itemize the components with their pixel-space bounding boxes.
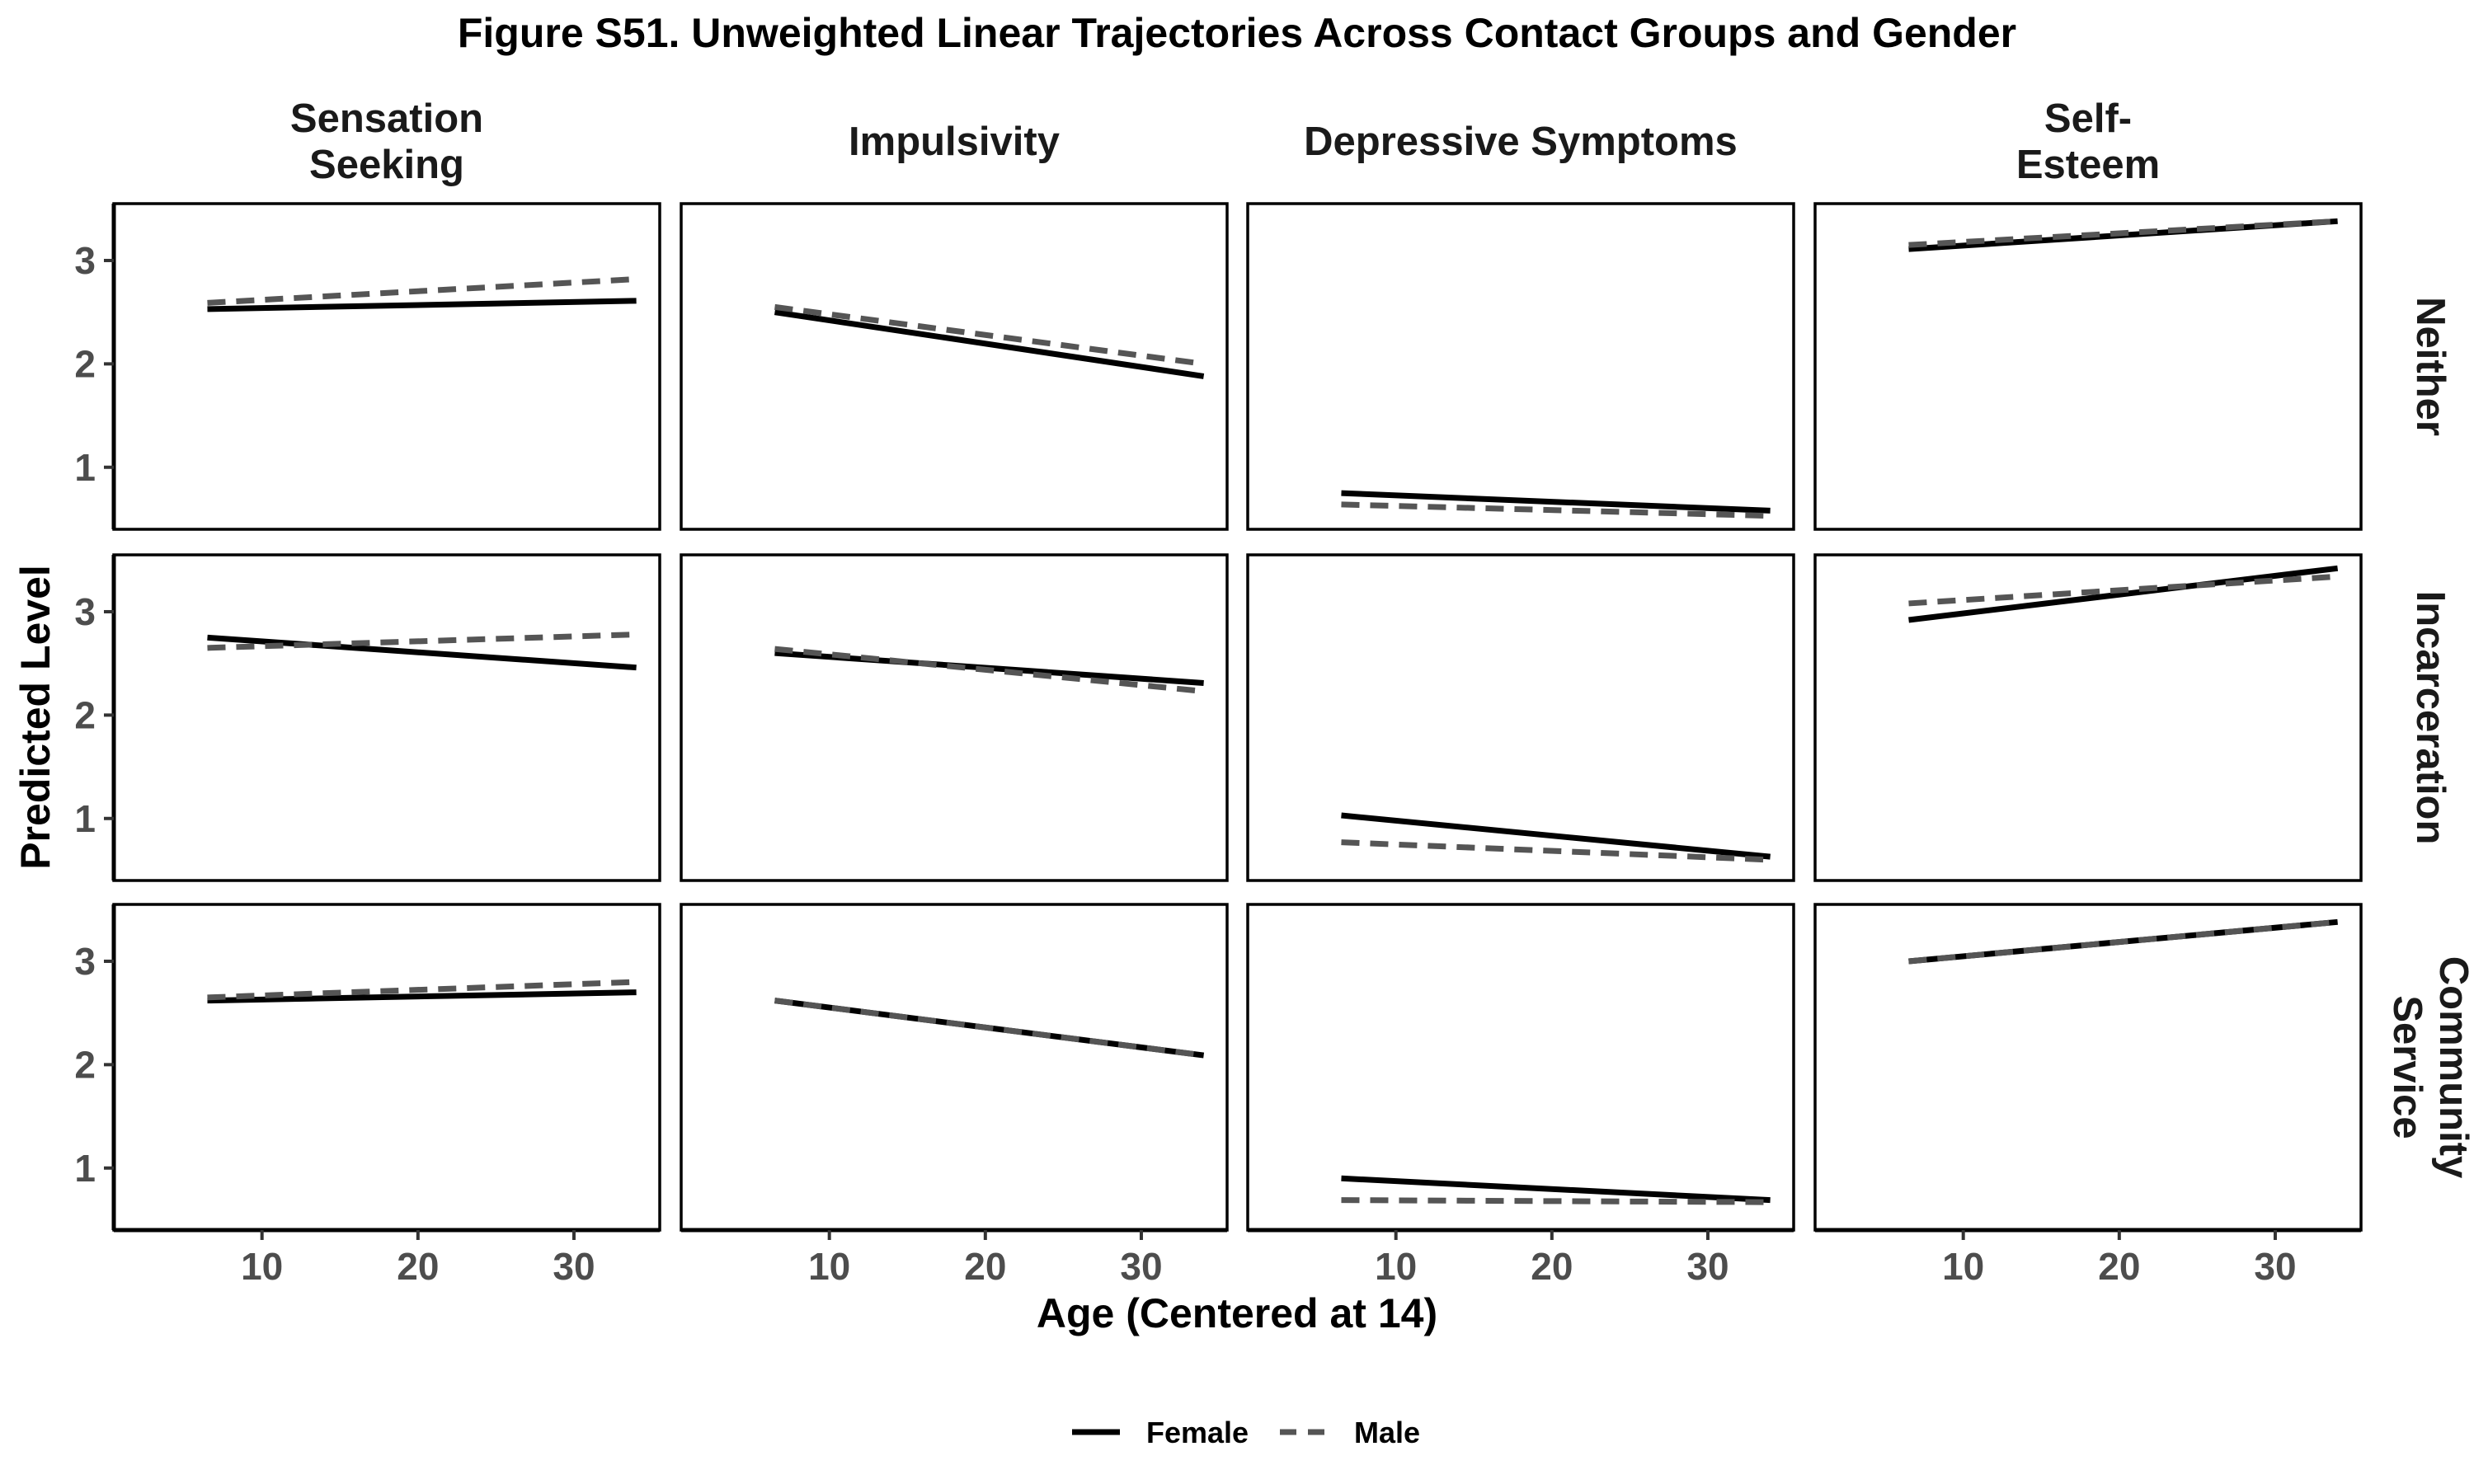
series-line-male	[207, 276, 637, 306]
y-axis-title: Predicted Level	[12, 565, 59, 870]
y-tick-label: 3	[74, 940, 96, 983]
legend-label-male: Male	[1354, 1416, 1420, 1449]
series-line-male	[1341, 839, 1771, 863]
series-line-male	[1908, 918, 2338, 965]
panel-border	[112, 553, 661, 882]
series-line-male	[1341, 501, 1771, 519]
y-tick-label: 1	[74, 446, 96, 489]
x-tick-label: 30	[1120, 1245, 1162, 1288]
series-line-male	[207, 979, 637, 1001]
x-tick-label: 10	[1942, 1245, 1984, 1288]
panel-neither-se	[1813, 202, 2363, 531]
row-strip-labels: Neither Incarceration CommunityService	[2385, 297, 2474, 1178]
y-tick-label: 1	[74, 1147, 96, 1190]
x-tick-label: 10	[241, 1245, 283, 1288]
series-line-male	[1908, 218, 2338, 248]
row-strip-label: Incarceration	[2408, 591, 2453, 845]
legend: Female Male	[1072, 1416, 1420, 1449]
panel-community-dep	[1246, 903, 1795, 1232]
column-strip-labels: Sensation Seeking Impulsivity Depressive Sy…	[290, 96, 2160, 187]
y-tick-label: 3	[74, 239, 96, 282]
column-strip-ss: Sensation Seeking	[290, 96, 483, 187]
panel-incarceration-imp	[680, 553, 1229, 882]
y-tick-label: 3	[74, 590, 96, 633]
panel-incarceration-dep	[1246, 553, 1795, 882]
panel-neither-dep	[1246, 202, 1795, 531]
chart-title: Figure S51. Unweighted Linear Trajectori…	[458, 10, 2016, 56]
panel-border	[112, 202, 661, 531]
panel-neither-imp	[680, 202, 1229, 531]
row-strip-neither: Neither	[2408, 297, 2453, 436]
panel-border	[1813, 903, 2363, 1232]
row-strip-label: Neither	[2408, 297, 2453, 436]
legend-label-female: Female	[1146, 1416, 1249, 1449]
series-line-female	[1341, 490, 1771, 514]
y-tick-label: 2	[74, 342, 96, 385]
x-axis-title: Age (Centered at 14)	[1037, 1290, 1437, 1336]
series-line-female	[1341, 1175, 1771, 1204]
series-line-female	[774, 309, 1205, 379]
panel-incarceration-se	[1813, 553, 2363, 882]
series-line-female	[1341, 812, 1771, 860]
series-line-female	[1908, 565, 2339, 623]
panel-border	[1813, 202, 2363, 531]
x-tick-label: 30	[2254, 1245, 2296, 1288]
panel-border	[1813, 553, 2363, 882]
series-line-male	[1908, 573, 2338, 607]
row-strip-community: CommunityService	[2385, 956, 2474, 1179]
panel-border	[680, 903, 1229, 1232]
panel-border	[1246, 553, 1795, 882]
series-line-female	[207, 298, 637, 312]
panel-community-imp	[680, 903, 1229, 1232]
x-tick-label: 20	[397, 1245, 439, 1288]
y-tick-label: 2	[74, 693, 96, 736]
column-strip-imp: Impulsivity	[849, 120, 1060, 164]
x-tick-label: 20	[1531, 1245, 1573, 1288]
column-strip-dep: Depressive Symptoms	[1304, 120, 1738, 164]
x-tick-label: 10	[808, 1245, 850, 1288]
x-tick-label: 30	[1686, 1245, 1729, 1288]
panel-border	[1246, 903, 1795, 1232]
x-tick-label: 20	[2098, 1245, 2140, 1288]
panel-border	[1246, 202, 1795, 531]
x-tick-label: 20	[964, 1245, 1006, 1288]
panel-border	[112, 903, 661, 1232]
series-line-female	[207, 634, 637, 671]
panel-community-se	[1813, 903, 2363, 1232]
panel-incarceration-ss	[112, 553, 661, 882]
series-line-male	[207, 632, 637, 651]
series-line-male	[774, 998, 1205, 1059]
x-axis-ticks: 10 20 30 10 20 30 10 20 30 10 20 30	[114, 1228, 2361, 1288]
y-axis-ticks: 1 2 3 1 2 3 1 2 3	[74, 204, 116, 1230]
row-strip-label: CommunityService	[2385, 956, 2474, 1179]
series-line-male	[1341, 1197, 1771, 1205]
panel-community-ss	[112, 903, 661, 1232]
x-tick-label: 10	[1375, 1245, 1417, 1288]
panel-neither-ss	[112, 202, 661, 531]
series-line-male	[774, 646, 1204, 695]
y-tick-label: 1	[74, 797, 96, 840]
x-tick-label: 30	[553, 1245, 595, 1288]
column-strip-se: Self-Esteem	[2016, 96, 2160, 187]
series-line-male	[774, 303, 1205, 367]
panel-border	[680, 553, 1229, 882]
series-line-female	[207, 989, 637, 1004]
y-tick-label: 2	[74, 1043, 96, 1086]
row-strip-incarceration: Incarceration	[2408, 591, 2453, 845]
panel-grid	[112, 202, 2363, 1232]
